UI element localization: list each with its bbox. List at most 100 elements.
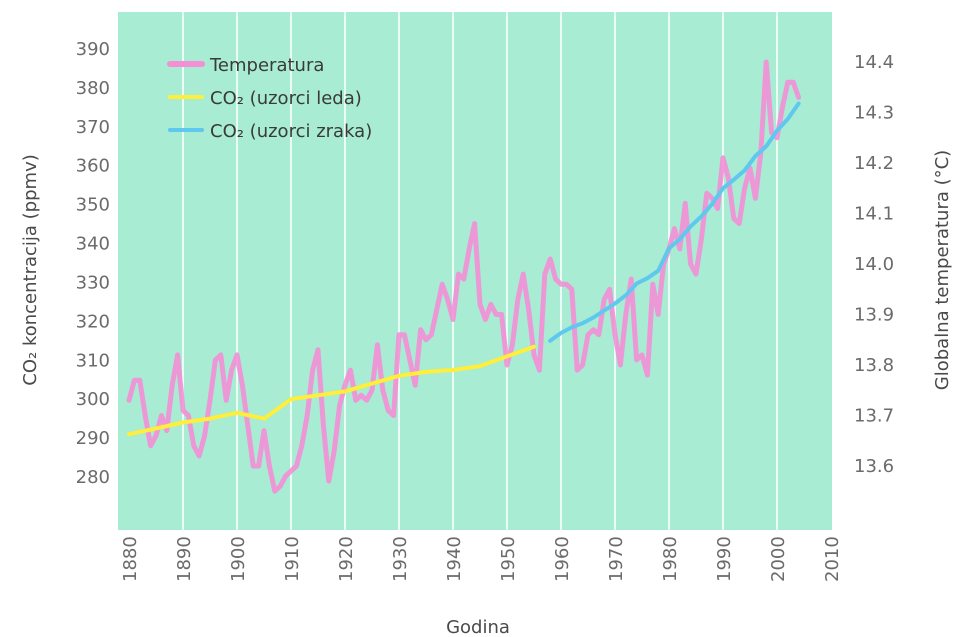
point-temperatura-1990 (722, 157, 724, 159)
point-temperatura-1934 (420, 329, 422, 331)
point-temperatura-1912 (301, 445, 303, 447)
x-tick-1880: 1880 (120, 536, 141, 582)
x-tick-1890: 1890 (174, 536, 195, 582)
point-co2-ice-1890 (182, 422, 184, 424)
point-temperatura-1930 (398, 334, 400, 336)
point-temperatura-1881 (134, 379, 136, 381)
point-co2-air-1970 (614, 303, 616, 305)
point-co2-ice-1930 (398, 375, 400, 377)
y-right-tick-13.7: 13.7 (854, 406, 894, 427)
y-left-tick-320: 320 (76, 311, 110, 332)
left-axis-title: CO₂ koncentracija (ppmv) (20, 154, 41, 385)
legend: Temperatura CO₂ (uzorci leda) CO₂ (uzorc… (167, 55, 372, 142)
point-temperatura-1958 (549, 258, 551, 260)
point-temperatura-1937 (436, 309, 438, 311)
point-co2-air-1974 (636, 283, 638, 285)
x-tick-1920: 1920 (336, 536, 357, 582)
y-left-tick-280: 280 (76, 467, 110, 488)
point-temperatura-1998 (765, 61, 767, 63)
point-temperatura-1920 (344, 384, 346, 386)
point-temperatura-2001 (782, 107, 784, 109)
point-temperatura-1896 (215, 359, 217, 361)
right-axis-tick-labels: 13.6 13.7 13.8 13.9 14.0 14.1 14.2 14.3 14.4 (854, 52, 894, 477)
y-left-tick-370: 370 (76, 117, 110, 138)
point-temperatura-1882 (139, 379, 141, 381)
point-temperatura-1987 (706, 192, 708, 194)
series-co2-ice (127, 344, 536, 437)
point-co2-air-1968 (603, 310, 605, 312)
point-temperatura-1949 (501, 314, 503, 316)
point-temperatura-1989 (717, 208, 719, 210)
point-co2-air-1984 (690, 226, 692, 228)
point-temperatura-1917 (328, 480, 330, 482)
x-tick-1910: 1910 (282, 536, 303, 582)
x-tick-1960: 1960 (552, 536, 573, 582)
point-temperatura-1906 (269, 465, 271, 467)
point-temperatura-1956 (539, 369, 541, 371)
point-temperatura-1921 (350, 369, 352, 371)
point-temperatura-1890 (182, 410, 184, 412)
point-co2-ice-1940 (452, 369, 454, 371)
point-co2-ice-1885 (155, 428, 157, 430)
y-left-tick-290: 290 (76, 428, 110, 449)
point-temperatura-1994 (744, 187, 746, 189)
y-left-tick-360: 360 (76, 156, 110, 177)
x-axis-title: Godina (446, 617, 510, 637)
point-co2-air-1982 (679, 238, 681, 240)
point-temperatura-1907 (274, 490, 276, 492)
point-temperatura-1962 (571, 288, 573, 290)
y-right-tick-14.1: 14.1 (854, 204, 894, 225)
point-temperatura-1972 (625, 314, 627, 316)
point-co2-air-1976 (647, 277, 649, 279)
point-temperatura-1923 (360, 394, 362, 396)
x-axis-tick-labels: 1880 1890 1900 1910 1920 1930 1940 1950 1960 1970… (120, 536, 843, 582)
point-co2-ice-1895 (209, 418, 211, 420)
point-temperatura-1932 (409, 359, 411, 361)
point-temperatura-1982 (679, 248, 681, 250)
point-temperatura-1950 (506, 364, 508, 366)
y-left-tick-310: 310 (76, 350, 110, 371)
point-temperatura-1988 (711, 197, 713, 199)
point-co2-air-1964 (582, 322, 584, 324)
point-temperatura-1928 (387, 410, 389, 412)
line-co2-ice (127, 344, 536, 437)
point-temperatura-1914 (312, 369, 314, 371)
point-temperatura-1951 (512, 344, 514, 346)
point-co2-air-1986 (701, 215, 703, 217)
y-right-tick-13.8: 13.8 (854, 355, 894, 376)
x-tick-1900: 1900 (228, 536, 249, 582)
point-temperatura-2000 (776, 137, 778, 139)
x-tick-1980: 1980 (660, 536, 681, 582)
point-co2-ice-1905 (263, 418, 265, 420)
point-co2-air-1960 (560, 332, 562, 334)
point-co2-ice-1955 (533, 346, 535, 348)
legend-label-co2-ice: CO₂ (uzorci leda) (210, 88, 362, 109)
point-co2-ice-1945 (479, 365, 481, 367)
point-temperatura-1886 (161, 415, 163, 417)
right-axis-title: Globalna temperatura (°C) (932, 150, 953, 390)
point-temperatura-1927 (382, 389, 384, 391)
point-temperatura-1936 (431, 334, 433, 336)
point-temperatura-1978 (657, 314, 659, 316)
point-temperatura-1968 (603, 299, 605, 301)
x-tick-1970: 1970 (606, 536, 627, 582)
point-temperatura-1975 (641, 354, 643, 356)
point-co2-ice-1925 (371, 383, 373, 385)
point-temperatura-1898 (225, 399, 227, 401)
point-temperatura-1965 (587, 334, 589, 336)
point-temperatura-1961 (566, 283, 568, 285)
point-temperatura-2003 (792, 81, 794, 83)
point-co2-air-1992 (733, 179, 735, 181)
point-co2-air-1990 (722, 187, 724, 189)
point-co2-air-1996 (755, 155, 757, 157)
series-temperatura (126, 59, 802, 494)
point-co2-ice-1900 (236, 412, 238, 414)
point-temperatura-1953 (522, 273, 524, 275)
point-temperatura-1966 (593, 329, 595, 331)
point-temperatura-1947 (490, 304, 492, 306)
point-temperatura-1893 (198, 455, 200, 457)
point-co2-air-1988 (711, 203, 713, 205)
y-right-tick-14.3: 14.3 (854, 103, 894, 124)
point-temperatura-1952 (517, 299, 519, 301)
point-temperatura-1946 (485, 319, 487, 321)
